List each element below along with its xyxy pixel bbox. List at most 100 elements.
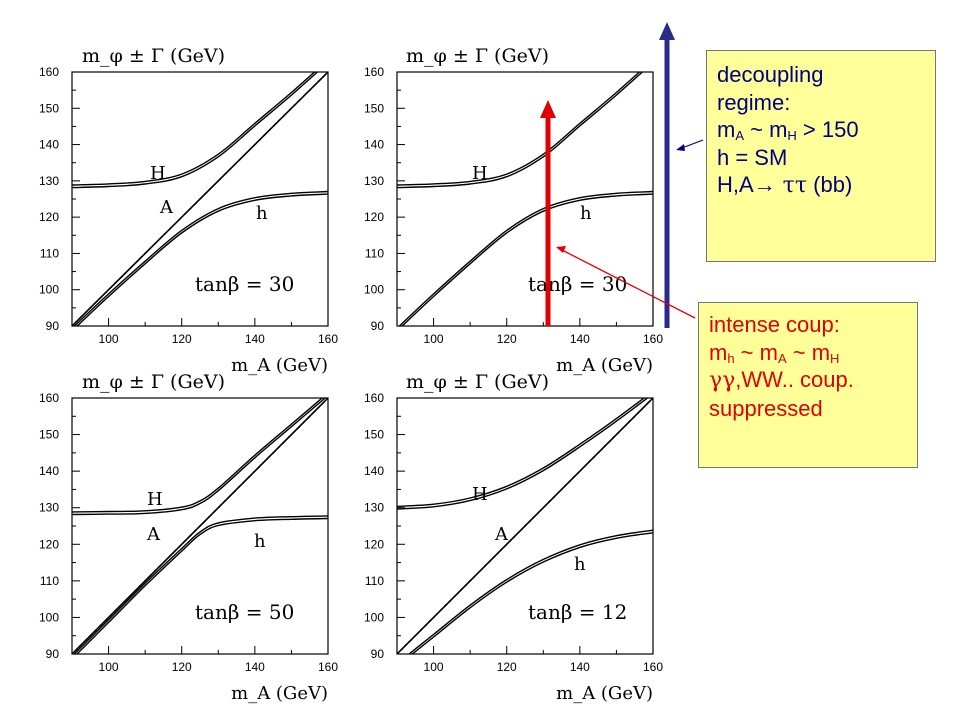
y-tick-label: 130 — [364, 174, 384, 188]
y-tick-label: 90 — [46, 319, 60, 333]
note-line: h = SM — [717, 144, 931, 172]
x-axis-label: m_A (GeV) — [556, 683, 653, 704]
x-tick-label: 100 — [424, 332, 444, 346]
red-connector-line — [561, 249, 696, 319]
curve-label-h: H — [147, 489, 163, 510]
curve-label-h: h — [254, 531, 266, 552]
x-tick-label: 120 — [172, 660, 192, 674]
chart-title: m_φ ± Γ (GeV) — [82, 371, 225, 393]
blue-connector-line — [681, 139, 704, 149]
right-arrow-icon: → — [753, 172, 776, 197]
curve-label-h: h — [256, 203, 268, 224]
series-h-line — [398, 190, 653, 326]
y-tick-label: 100 — [39, 610, 59, 624]
y-tick-label: 120 — [364, 537, 384, 551]
y-tick-label: 100 — [39, 283, 59, 297]
y-tick-label: 150 — [39, 428, 59, 442]
x-tick-label: 140 — [245, 332, 265, 346]
note-text: ~ m — [786, 339, 831, 365]
note-text: decoupling — [717, 62, 824, 87]
series-a-band-line — [75, 72, 328, 323]
x-tick-label: 140 — [570, 660, 590, 674]
curve-label-h: H — [472, 163, 488, 184]
y-tick-label: 100 — [364, 610, 384, 624]
series-h-line — [411, 532, 653, 654]
note-text: suppressed — [709, 395, 823, 421]
y-tick-label: 140 — [39, 464, 59, 478]
note-line: mh ~ mA ~ mH — [709, 339, 913, 367]
tanbeta-annotation: tanβ = 30 — [528, 272, 627, 296]
note-line: intense coup: — [709, 311, 913, 339]
y-tick-label: 90 — [371, 319, 385, 333]
y-tick-label: 140 — [39, 138, 59, 152]
note-text: regime: — [717, 89, 791, 115]
series-h-line — [72, 72, 319, 189]
red-arrow-head — [540, 100, 556, 118]
note-line: H,A→ ττ (bb) — [717, 171, 931, 200]
x-axis-label: m_A (GeV) — [556, 355, 653, 376]
y-tick-label: 130 — [39, 501, 59, 515]
y-tick-label: 90 — [46, 647, 60, 661]
note-line: suppressed — [709, 395, 913, 423]
x-tick-label: 100 — [99, 660, 119, 674]
blue-connector-head — [676, 144, 685, 151]
series-a-band-line — [400, 398, 653, 651]
series-h-line — [76, 193, 328, 326]
y-tick-label: 160 — [364, 391, 384, 405]
blue-arrow-head — [659, 22, 675, 40]
subscript: H — [830, 350, 840, 366]
series-h-line — [397, 72, 644, 189]
y-tick-label: 120 — [364, 210, 384, 224]
series-h-line — [73, 515, 328, 654]
y-tick-label: 130 — [39, 174, 59, 188]
note-text: ~ m — [744, 117, 788, 142]
note-line: regime: — [717, 89, 931, 117]
x-tick-label: 120 — [172, 332, 192, 346]
curves — [397, 398, 653, 654]
y-tick-label: 160 — [39, 391, 59, 405]
x-tick-label: 100 — [99, 332, 119, 346]
x-tick-label: 160 — [643, 332, 663, 346]
y-tick-label: 140 — [364, 138, 384, 152]
note-text: ,WW.. coup. — [735, 367, 854, 392]
y-tick-label: 120 — [39, 537, 59, 551]
note-text: (bb) — [807, 172, 853, 197]
curves — [72, 398, 328, 654]
plot-panels: 90 100 110 120 130 140 150 160 100 120 140 160 m_φ ±… — [39, 45, 663, 704]
curves — [397, 72, 653, 326]
y-tick-label: 150 — [39, 101, 59, 115]
y-tick-label: 160 — [39, 65, 59, 79]
y-tick-label: 110 — [40, 574, 59, 588]
y-tick-label: 100 — [364, 283, 384, 297]
curve-label-h: h — [580, 203, 592, 224]
chart-title: m_φ ± Γ (GeV) — [406, 45, 549, 67]
x-tick-label: 140 — [245, 660, 265, 674]
series-h-line — [72, 398, 327, 516]
note-text: m — [709, 339, 728, 365]
series-h-line — [397, 398, 646, 508]
subscript: H — [787, 128, 797, 143]
chart-panel-1: 90 100 110 120 130 140 150 160 100 120 140 160 m_φ ±… — [39, 45, 338, 376]
x-axis-label: m_A (GeV) — [231, 683, 328, 704]
y-tick-label: 90 — [371, 647, 385, 661]
y-tick-label: 120 — [39, 210, 59, 224]
x-tick-label: 160 — [318, 332, 338, 346]
series-a-band-line — [75, 398, 328, 651]
chart-title: m_φ ± Γ (GeV) — [82, 45, 225, 67]
note-text: > 150 — [796, 117, 859, 142]
tanbeta-annotation: tanβ = 12 — [528, 600, 627, 624]
x-tick-label: 120 — [497, 660, 517, 674]
series-h-line — [397, 398, 649, 510]
chart-panel-2: 90 100 110 120 130 140 150 160 100 120 140 160 m_φ ±… — [364, 45, 663, 376]
chart-panel-3: 90 100 110 120 130 140 150 160 100 120 140 160 m_φ ±… — [39, 371, 338, 704]
y-tick-label: 110 — [40, 246, 59, 260]
gamma-symbols: γγ — [709, 368, 736, 393]
curve-label-a: A — [146, 524, 161, 545]
curve-label-h: H — [150, 163, 166, 184]
curve-label-h: h — [574, 554, 586, 575]
intense-coupling-note: intense coup: mh ~ mA ~ mH γγ,WW.. coup.… — [698, 302, 918, 468]
arrow-overlays — [540, 22, 704, 328]
note-line: mA ~ mH > 150 — [717, 116, 931, 144]
tau-symbols: ττ — [775, 173, 808, 198]
note-text: ~ m — [734, 339, 778, 365]
